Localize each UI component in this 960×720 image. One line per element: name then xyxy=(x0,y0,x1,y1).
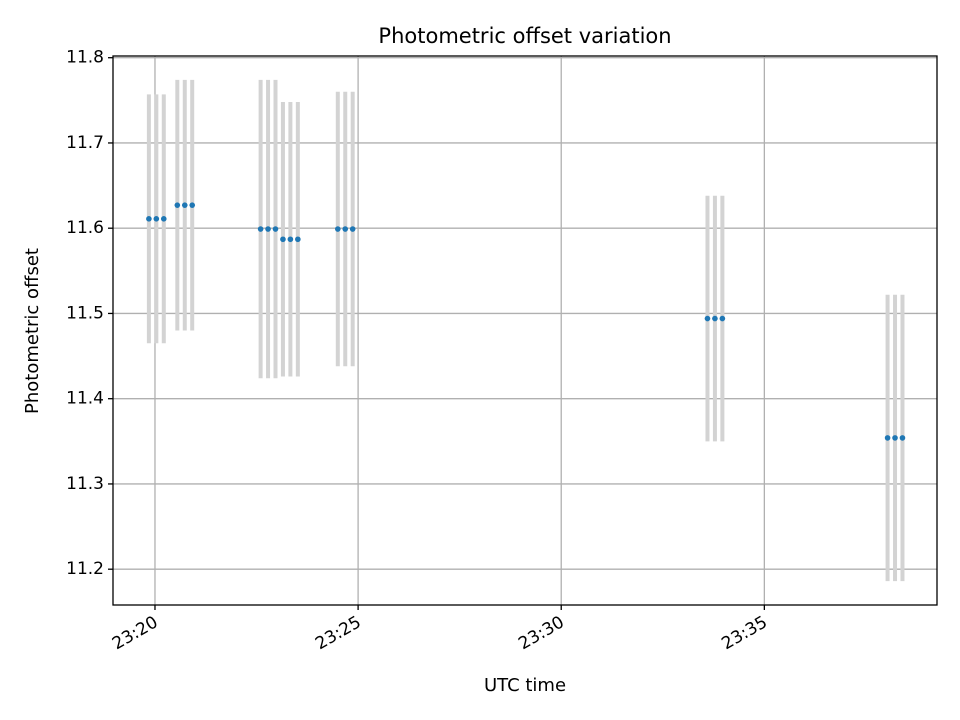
data-point xyxy=(349,226,356,232)
data-point xyxy=(174,202,181,208)
y-tick-label: 11.6 xyxy=(66,218,104,238)
data-point xyxy=(899,435,906,441)
data-point xyxy=(280,236,286,243)
y-tick-label: 11.4 xyxy=(66,389,104,409)
y-tick-label: 11.2 xyxy=(66,559,104,579)
grid xyxy=(113,56,937,605)
data-point xyxy=(257,226,264,232)
plot-area-frame xyxy=(112,55,938,606)
data-point xyxy=(181,202,188,208)
data-point xyxy=(704,315,711,322)
data-point xyxy=(884,435,891,441)
data-point xyxy=(342,226,349,232)
data-point xyxy=(334,226,341,232)
data-point xyxy=(189,202,196,208)
data-point xyxy=(146,216,152,222)
y-tick-label: 11.7 xyxy=(66,133,104,153)
y-tick-label: 11.8 xyxy=(66,48,104,68)
data-point xyxy=(719,315,726,322)
data-points xyxy=(146,202,906,441)
data-point xyxy=(712,315,718,322)
y-tick-label: 11.3 xyxy=(66,474,104,494)
data-point xyxy=(287,236,294,243)
y-tick-label: 11.5 xyxy=(66,303,104,323)
data-point xyxy=(272,226,279,232)
data-point xyxy=(265,226,271,232)
x-axis-label: UTC time xyxy=(484,675,566,696)
data-point xyxy=(153,216,160,222)
data-point xyxy=(295,236,301,243)
data-point xyxy=(892,435,898,441)
chart-title: Photometric offset variation xyxy=(378,24,671,48)
data-point xyxy=(160,216,167,222)
y-axis-label: Photometric offset xyxy=(22,248,43,414)
